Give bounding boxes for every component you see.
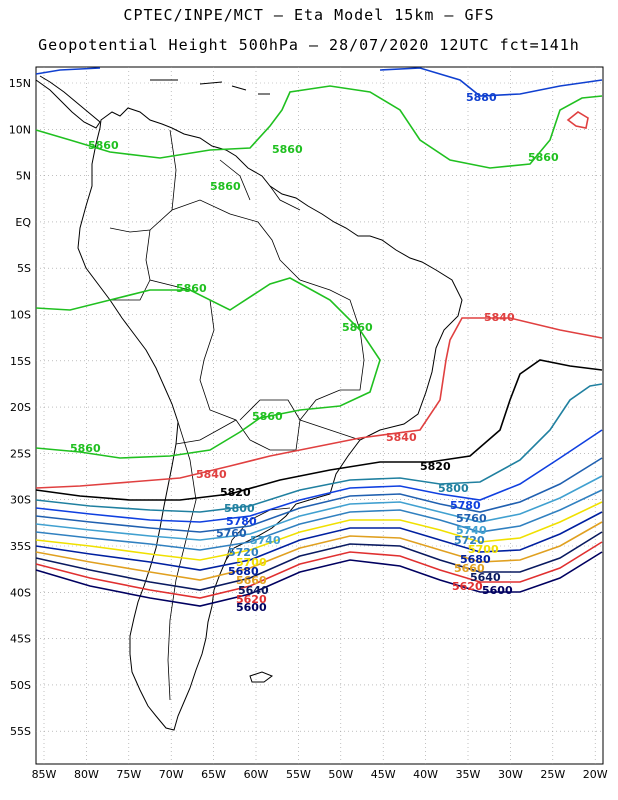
contour-5780 [35, 429, 603, 523]
contour-label: 5800 [224, 502, 255, 515]
map-frame [35, 66, 604, 765]
contour-label: 5720 [454, 534, 485, 547]
contour-5680 [35, 511, 603, 571]
latitude-tick-label: 40S [10, 586, 31, 599]
contour-label: 5660 [454, 562, 485, 575]
longitude-tick-label: 65W [201, 768, 226, 781]
contour-label: 5840 [484, 311, 515, 324]
falkland-islands [249, 671, 274, 683]
latitude-tick-label: 15S [10, 355, 31, 368]
contour-label: 5860 [528, 151, 559, 164]
contour-label: 5860 [176, 282, 207, 295]
contour-label: 5860 [342, 321, 373, 334]
longitude-tick-label: 50W [328, 768, 353, 781]
latitude-tick-label: EQ [15, 216, 31, 229]
longitude-tick-label: 80W [74, 768, 99, 781]
contour-5720 [35, 489, 603, 551]
longitude-tick-label: 25W [540, 768, 565, 781]
longitude-tick-label: 45W [371, 768, 396, 781]
contour-label: 5860 [210, 180, 241, 193]
contour-label: 5640 [470, 571, 501, 584]
latitude-tick-label: 15N [9, 77, 31, 90]
longitude-tick-label: 70W [159, 768, 184, 781]
contour-label: 5840 [386, 431, 417, 444]
contour-5820 [35, 359, 603, 501]
contour-5740 [35, 475, 603, 541]
longitude-tick-label: 40W [413, 768, 438, 781]
contour-5860-north [35, 85, 603, 169]
contour-label: 5840 [196, 468, 227, 481]
latitude-tick-label: 35S [10, 540, 31, 553]
latitude-tick-label: 50S [10, 679, 31, 692]
contour-label: 5860 [88, 139, 119, 152]
country-borders [109, 129, 365, 701]
contour-5660 [35, 521, 603, 581]
contour-5760 [35, 457, 603, 533]
central-america-coastline [35, 75, 101, 129]
contour-label: 5740 [456, 524, 487, 537]
contour-label: 5600 [482, 584, 513, 597]
axis-ticks: 85W 80W 75W 70W 65W 60W 55W 50W 45W 40W 35W 30W 25W 2… [9, 77, 608, 781]
contour-5600 [35, 551, 603, 607]
latitude-tick-label: 45S [10, 633, 31, 646]
latitude-tick-label: 5S [17, 262, 31, 275]
latitude-tick-label: 10N [9, 123, 31, 136]
longitude-tick-label: 30W [498, 768, 523, 781]
title-line-1: CPTEC/INPE/MCT – Eta Model 15km – GFS [123, 6, 495, 24]
latitude-tick-label: 20S [10, 401, 31, 414]
longitude-tick-label: 75W [116, 768, 141, 781]
contour-label: 5760 [216, 527, 247, 540]
contour-label: 5620 [236, 593, 267, 606]
contour-label: 5740 [250, 534, 281, 547]
latitude-tick-label: 55S [10, 725, 31, 738]
contour-label: 5780 [450, 499, 481, 512]
latitude-tick-label: 30S [10, 494, 31, 507]
caribbean-islands [150, 79, 270, 95]
contour-label: 5880 [466, 91, 497, 104]
contour-5840 [35, 317, 603, 489]
contour-label: 5600 [236, 601, 267, 614]
contour-5620 [35, 541, 603, 599]
contour-label: 5680 [460, 553, 491, 566]
contour-label: 5820 [220, 486, 251, 499]
contour-5800 [35, 383, 603, 513]
contour-label: 5640 [238, 584, 269, 597]
contour-labels: 5880 5860 5860 5860 5860 5860 5860 5860 … [70, 91, 559, 614]
latitude-tick-label: 5N [16, 170, 31, 183]
contour-label: 5660 [236, 574, 267, 587]
contour-label: 5720 [228, 546, 259, 559]
longitude-tick-label: 85W [32, 768, 57, 781]
contour-label: 5820 [420, 460, 451, 473]
title-line-2: Geopotential Height 500hPa – 28/07/2020 … [38, 36, 580, 54]
contour-5860-south [35, 277, 381, 459]
contour-5880 [35, 67, 603, 97]
contour-label: 5700 [468, 543, 499, 556]
longitude-tick-label: 55W [286, 768, 311, 781]
height-contours [35, 67, 603, 607]
contour-label: 5760 [456, 512, 487, 525]
longitude-tick-label: 35W [456, 768, 481, 781]
contour-label: 5700 [236, 556, 267, 569]
longitude-tick-label: 20W [583, 768, 608, 781]
contour-label: 5860 [70, 442, 101, 455]
contour-label: 5860 [252, 410, 283, 423]
contour-5700 [35, 501, 603, 561]
contour-5840-closed [566, 111, 589, 129]
contour-label: 5620 [452, 580, 483, 593]
contour-label: 5860 [272, 143, 303, 156]
longitude-tick-label: 60W [244, 768, 269, 781]
contour-label: 5800 [438, 482, 469, 495]
contour-5640 [35, 531, 603, 591]
contour-label: 5780 [226, 515, 257, 528]
latitude-tick-label: 10S [10, 309, 31, 322]
graticule [36, 67, 603, 764]
latitude-tick-label: 25S [10, 447, 31, 460]
contour-label: 5680 [228, 565, 259, 578]
